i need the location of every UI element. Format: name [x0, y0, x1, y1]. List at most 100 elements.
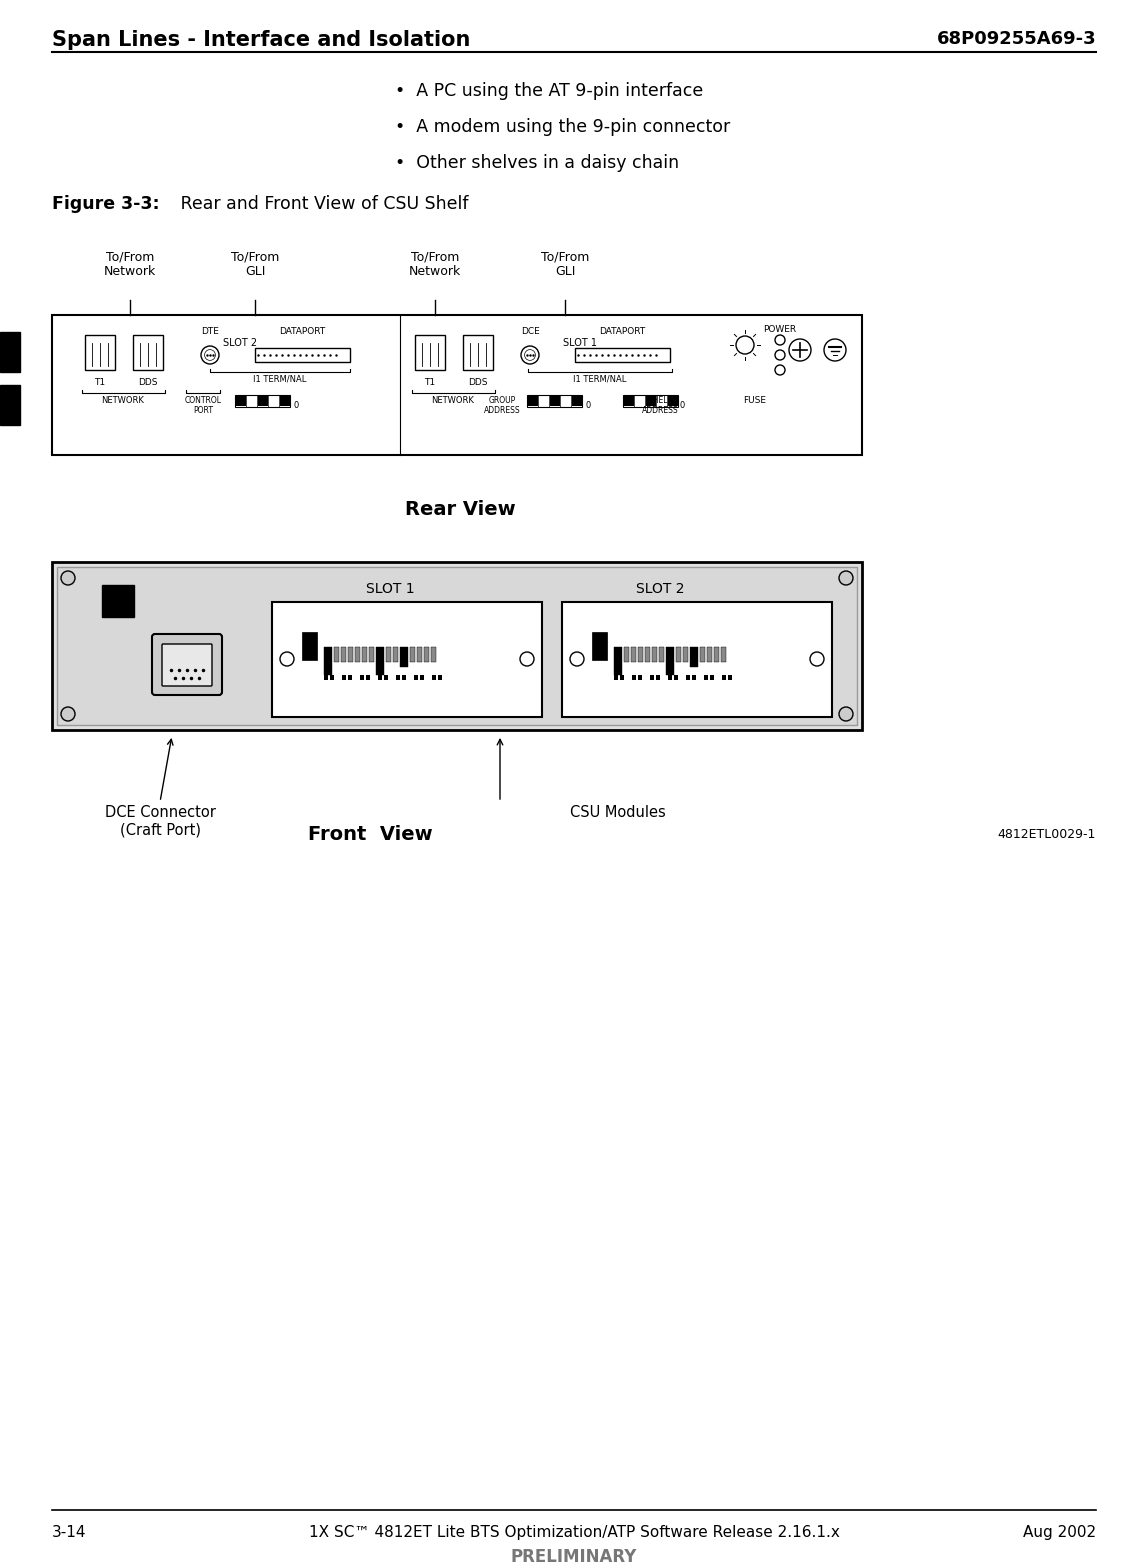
- Text: DDS: DDS: [138, 378, 157, 388]
- Bar: [329, 675, 334, 680]
- Bar: [592, 631, 607, 660]
- Text: CSU Modules: CSU Modules: [571, 805, 666, 821]
- Bar: [355, 647, 360, 663]
- Text: FUSE: FUSE: [744, 395, 767, 405]
- Text: Rear and Front View of CSU Shelf: Rear and Front View of CSU Shelf: [174, 195, 468, 213]
- Text: 0: 0: [585, 402, 590, 410]
- Circle shape: [810, 652, 824, 666]
- Bar: [414, 334, 445, 370]
- Bar: [272, 602, 542, 717]
- Bar: [656, 675, 660, 680]
- Bar: [623, 395, 634, 406]
- Bar: [424, 647, 429, 663]
- Bar: [709, 675, 714, 680]
- Circle shape: [201, 345, 219, 364]
- Bar: [420, 675, 424, 680]
- Bar: [652, 647, 657, 663]
- Bar: [614, 675, 618, 680]
- Text: •  Other shelves in a daisy chain: • Other shelves in a daisy chain: [395, 155, 680, 172]
- Bar: [575, 349, 670, 363]
- Bar: [614, 647, 622, 675]
- Bar: [378, 675, 382, 680]
- Bar: [235, 395, 290, 406]
- Text: To/From
GLI: To/From GLI: [541, 250, 589, 278]
- Text: Rear View: Rear View: [405, 500, 515, 519]
- Bar: [439, 675, 442, 680]
- Bar: [52, 563, 862, 730]
- Bar: [666, 647, 674, 675]
- Circle shape: [775, 366, 785, 375]
- Bar: [674, 675, 678, 680]
- Bar: [667, 395, 677, 406]
- Circle shape: [571, 652, 584, 666]
- Text: 0: 0: [680, 402, 685, 410]
- Bar: [279, 395, 289, 406]
- Bar: [366, 675, 370, 680]
- Bar: [334, 647, 339, 663]
- Text: DCE: DCE: [521, 327, 540, 336]
- Bar: [102, 585, 134, 617]
- Text: 3-14: 3-14: [52, 1525, 86, 1540]
- Bar: [721, 647, 726, 663]
- Circle shape: [839, 706, 853, 721]
- Bar: [341, 647, 346, 663]
- Text: To/From
Network: To/From Network: [103, 250, 156, 278]
- Circle shape: [824, 339, 846, 361]
- Bar: [410, 647, 414, 663]
- Bar: [620, 675, 625, 680]
- Text: 0: 0: [293, 402, 298, 410]
- Bar: [396, 675, 400, 680]
- Bar: [650, 675, 654, 680]
- Circle shape: [61, 706, 75, 721]
- Circle shape: [839, 570, 853, 585]
- Text: POWER: POWER: [763, 325, 797, 334]
- Text: Front  View: Front View: [308, 825, 433, 844]
- Bar: [362, 647, 367, 663]
- Text: DATAPORT: DATAPORT: [279, 327, 325, 336]
- Text: SLOT 1: SLOT 1: [563, 338, 597, 349]
- Text: Aug 2002: Aug 2002: [1023, 1525, 1096, 1540]
- Text: SHELF
ADDRESS: SHELF ADDRESS: [642, 395, 678, 416]
- Bar: [235, 395, 246, 406]
- Bar: [324, 675, 328, 680]
- Text: GROUP
ADDRESS: GROUP ADDRESS: [483, 395, 520, 416]
- Circle shape: [775, 350, 785, 359]
- Bar: [430, 647, 436, 663]
- Bar: [133, 334, 163, 370]
- Bar: [369, 647, 374, 663]
- Bar: [687, 675, 690, 680]
- Text: I1 TERM/NAL: I1 TERM/NAL: [254, 375, 307, 384]
- Bar: [52, 316, 862, 455]
- Bar: [386, 647, 391, 663]
- Text: 4812ETL0029-1: 4812ETL0029-1: [998, 828, 1096, 841]
- Bar: [527, 395, 582, 406]
- FancyBboxPatch shape: [162, 644, 212, 686]
- Text: DTE: DTE: [201, 327, 219, 336]
- Bar: [638, 647, 643, 663]
- Bar: [348, 675, 352, 680]
- Circle shape: [280, 652, 294, 666]
- Circle shape: [736, 336, 754, 353]
- Circle shape: [521, 345, 540, 364]
- Bar: [638, 675, 642, 680]
- Bar: [676, 647, 681, 663]
- Text: T1: T1: [425, 378, 435, 388]
- Bar: [417, 647, 422, 663]
- Bar: [625, 647, 629, 663]
- Bar: [400, 647, 408, 667]
- Bar: [659, 647, 664, 663]
- Text: SLOT 2: SLOT 2: [223, 338, 257, 349]
- Bar: [631, 647, 636, 663]
- Bar: [324, 647, 332, 675]
- Circle shape: [525, 350, 535, 361]
- Bar: [360, 675, 364, 680]
- Circle shape: [775, 334, 785, 345]
- Text: 1X SC™ 4812ET Lite BTS Optimization/ATP Software Release 2.16.1.x: 1X SC™ 4812ET Lite BTS Optimization/ATP …: [309, 1525, 839, 1540]
- Bar: [402, 675, 406, 680]
- Bar: [550, 395, 559, 406]
- Bar: [383, 675, 388, 680]
- Text: I1 TERM/NAL: I1 TERM/NAL: [573, 375, 627, 384]
- Bar: [432, 675, 436, 680]
- Circle shape: [520, 652, 534, 666]
- Bar: [563, 602, 832, 717]
